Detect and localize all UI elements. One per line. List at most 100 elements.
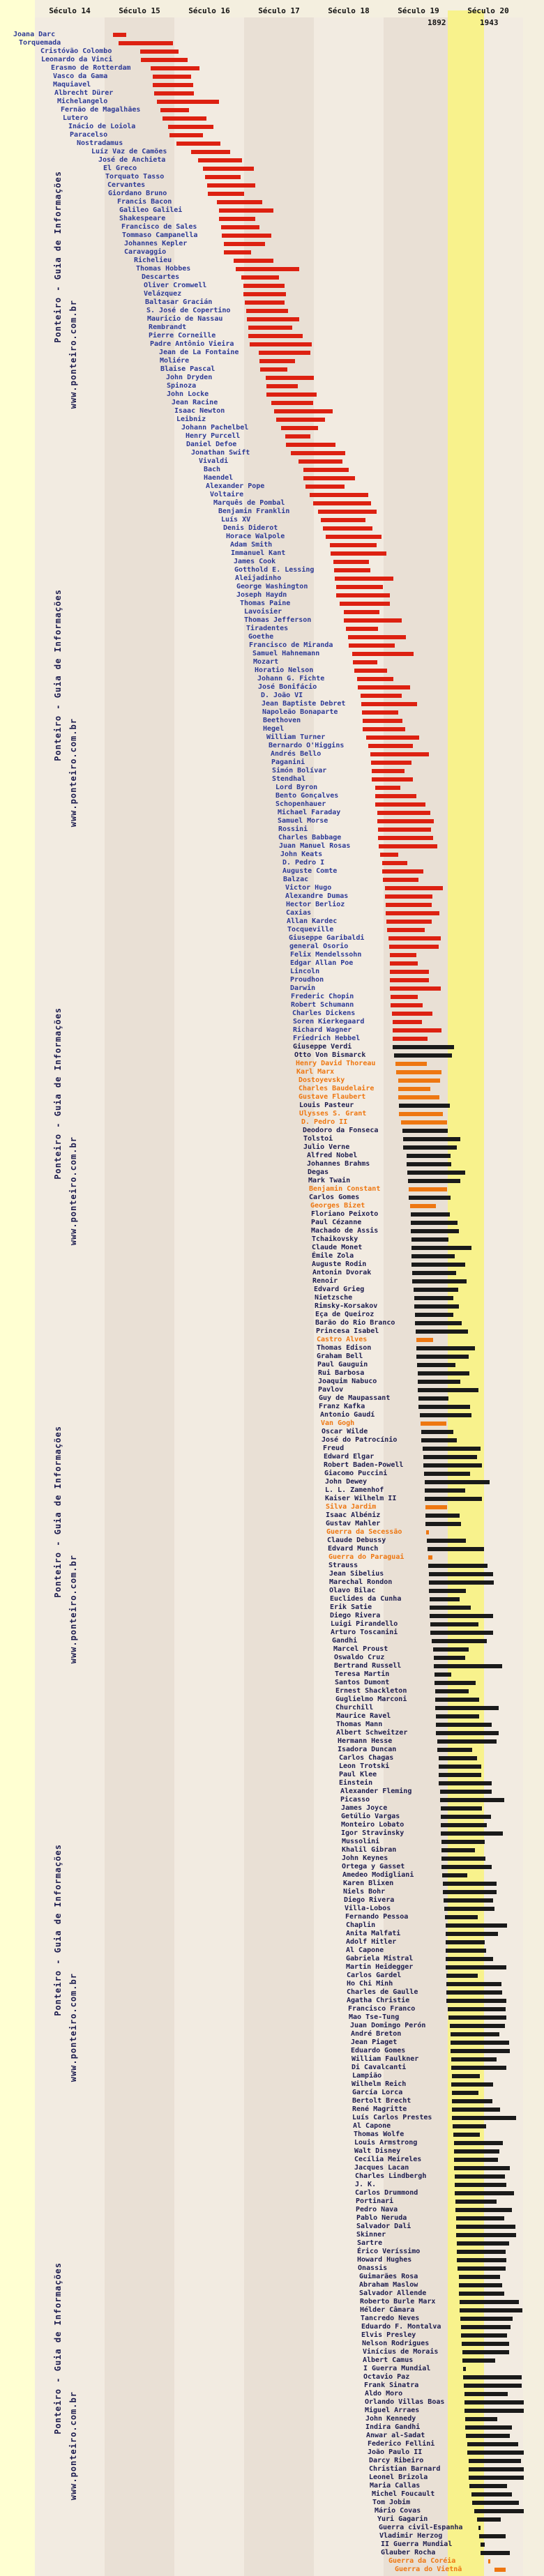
lifespan-bar bbox=[208, 192, 244, 196]
person-name: Otto Von Bismarck bbox=[294, 1051, 366, 1059]
timeline-row: Isaac Newton bbox=[0, 407, 544, 416]
lifespan-bar bbox=[402, 1129, 448, 1133]
person-name: Bertolt Brecht bbox=[352, 2097, 411, 2105]
person-name: Tchaikovsky bbox=[312, 1235, 358, 1243]
lifespan-bar bbox=[477, 2517, 501, 2522]
lifespan-bar bbox=[393, 1020, 422, 1024]
lifespan-bar bbox=[416, 1355, 469, 1359]
timeline-row: Frank Sinatra bbox=[0, 2381, 544, 2390]
timeline-row: Churchill bbox=[0, 1704, 544, 1712]
band-start-year-label: 1892 bbox=[428, 18, 446, 27]
person-name: Eduardo Gomes bbox=[351, 2047, 406, 2055]
person-name: Cecília Meireles bbox=[354, 2156, 422, 2163]
person-name: II Guerra Mundial bbox=[381, 2540, 453, 2548]
lifespan-bar bbox=[274, 409, 333, 413]
person-name: Leonel Brizola bbox=[369, 2474, 428, 2481]
lifespan-bar bbox=[382, 869, 423, 874]
lifespan-bar bbox=[444, 1898, 493, 1903]
person-name: Niels Bohr bbox=[343, 1888, 386, 1896]
timeline-row: Renoir bbox=[0, 1277, 544, 1286]
person-name: Pedro Nava bbox=[356, 2206, 398, 2213]
person-name: Olavo Bilac bbox=[329, 1587, 376, 1594]
lifespan-bar bbox=[411, 1237, 448, 1242]
lifespan-bar bbox=[455, 2174, 505, 2179]
lifespan-bar bbox=[416, 1346, 475, 1350]
lifespan-bar bbox=[411, 1229, 459, 1233]
person-name: Giuseppe Garibaldi bbox=[289, 934, 365, 942]
lifespan-bar bbox=[469, 2476, 524, 2480]
lifespan-bar bbox=[344, 610, 379, 614]
timeline-row: Paracelso bbox=[0, 131, 544, 139]
timeline-row: Ulysses S. Grant bbox=[0, 1110, 544, 1118]
lifespan-bar bbox=[411, 1254, 455, 1258]
timeline-row: Antonio Gaudí bbox=[0, 1411, 544, 1419]
lifespan-bar bbox=[348, 635, 406, 639]
timeline-row: Cecília Meireles bbox=[0, 2156, 544, 2164]
person-name: Floriano Peixoto bbox=[311, 1210, 379, 1218]
timeline-row: Victor Hugo bbox=[0, 884, 544, 892]
lifespan-bar bbox=[394, 1053, 452, 1058]
timeline-row: Charles Lindbergh bbox=[0, 2172, 544, 2181]
person-name: Daniel Defoe bbox=[186, 441, 237, 448]
person-name: Bento Gonçalves bbox=[275, 792, 339, 800]
person-name: Amedeo Modigliani bbox=[342, 1871, 414, 1879]
person-name: Horatio Nelson bbox=[255, 666, 314, 674]
person-name: Richard Wagner bbox=[293, 1026, 352, 1034]
timeline-row: Alfred Nobel bbox=[0, 1152, 544, 1160]
person-name: Jacques Lacan bbox=[354, 2164, 409, 2172]
timeline-row: Yuri Gagarin bbox=[0, 2515, 544, 2524]
person-name: Vivaldi bbox=[199, 457, 229, 465]
lifespan-bar bbox=[243, 292, 286, 296]
person-name: Giuseppe Verdi bbox=[293, 1043, 352, 1051]
person-name: John Locke bbox=[167, 390, 209, 398]
timeline-row: Hector Berlioz bbox=[0, 901, 544, 909]
person-name: Guglielmo Marconi bbox=[335, 1695, 407, 1703]
lifespan-bar bbox=[410, 1204, 436, 1208]
lifespan-bar bbox=[409, 1196, 451, 1200]
timeline-row: Dostoyevsky bbox=[0, 1076, 544, 1085]
person-name: Rossini bbox=[278, 825, 308, 833]
person-name: John Keynes bbox=[342, 1854, 388, 1862]
person-name: Carlos Gomes bbox=[309, 1194, 360, 1201]
lifespan-bar bbox=[217, 200, 262, 204]
person-name: Villa-Lobos bbox=[345, 1905, 391, 1912]
timeline-row: Galileo Galilei bbox=[0, 206, 544, 215]
person-name: Goethe bbox=[248, 633, 274, 641]
timeline-row: John Dewey bbox=[0, 1478, 544, 1486]
person-name: Guerra do Paraguai bbox=[328, 1553, 405, 1561]
lifespan-bar bbox=[305, 485, 345, 489]
person-name: Alexander Fleming bbox=[340, 1788, 412, 1795]
timeline-row: Teresa Martin bbox=[0, 1670, 544, 1679]
person-name: Michael Faraday bbox=[278, 809, 341, 816]
timeline-row: Leon Trotski bbox=[0, 1762, 544, 1771]
timeline-row: Cervantes bbox=[0, 181, 544, 190]
timeline-row: El Greco bbox=[0, 165, 544, 173]
person-name: Eduardo F. Montalva bbox=[361, 2323, 441, 2331]
timeline-row: Stendhal bbox=[0, 775, 544, 784]
lifespan-bar bbox=[370, 752, 429, 756]
lifespan-bar bbox=[443, 1890, 497, 1894]
timeline-row: Francis Bacon bbox=[0, 198, 544, 206]
person-name: Yuri Gagarin bbox=[377, 2515, 428, 2523]
lifespan-bar bbox=[435, 1698, 479, 1702]
timeline-row: Arturo Toscanini bbox=[0, 1629, 544, 1637]
timeline-row: Baltasar Gracián bbox=[0, 298, 544, 307]
lifespan-bar bbox=[463, 2375, 522, 2379]
person-name: Spinoza bbox=[167, 382, 197, 390]
timeline-row: Vladimir Herzog bbox=[0, 2532, 544, 2540]
lifespan-bar bbox=[460, 2308, 522, 2312]
person-name: Oscar Wilde bbox=[322, 1428, 368, 1435]
person-name: Joseph Haydn bbox=[236, 591, 287, 599]
person-name: Alexander Pope bbox=[206, 482, 265, 490]
lifespan-bar bbox=[403, 1137, 460, 1141]
lifespan-bar bbox=[469, 2467, 524, 2471]
lifespan-bar bbox=[393, 1045, 454, 1049]
person-name: Igor Stravinsky bbox=[341, 1829, 405, 1837]
person-name: Carlos Drummond bbox=[355, 2189, 418, 2197]
lifespan-bar bbox=[380, 853, 398, 857]
person-name: Arturo Toscanini bbox=[331, 1629, 398, 1636]
timeline-row: Skinner bbox=[0, 2231, 544, 2239]
person-name: Monteiro Lobato bbox=[341, 1821, 405, 1829]
person-name: Rembrandt bbox=[149, 323, 187, 331]
lifespan-bar bbox=[335, 577, 393, 581]
